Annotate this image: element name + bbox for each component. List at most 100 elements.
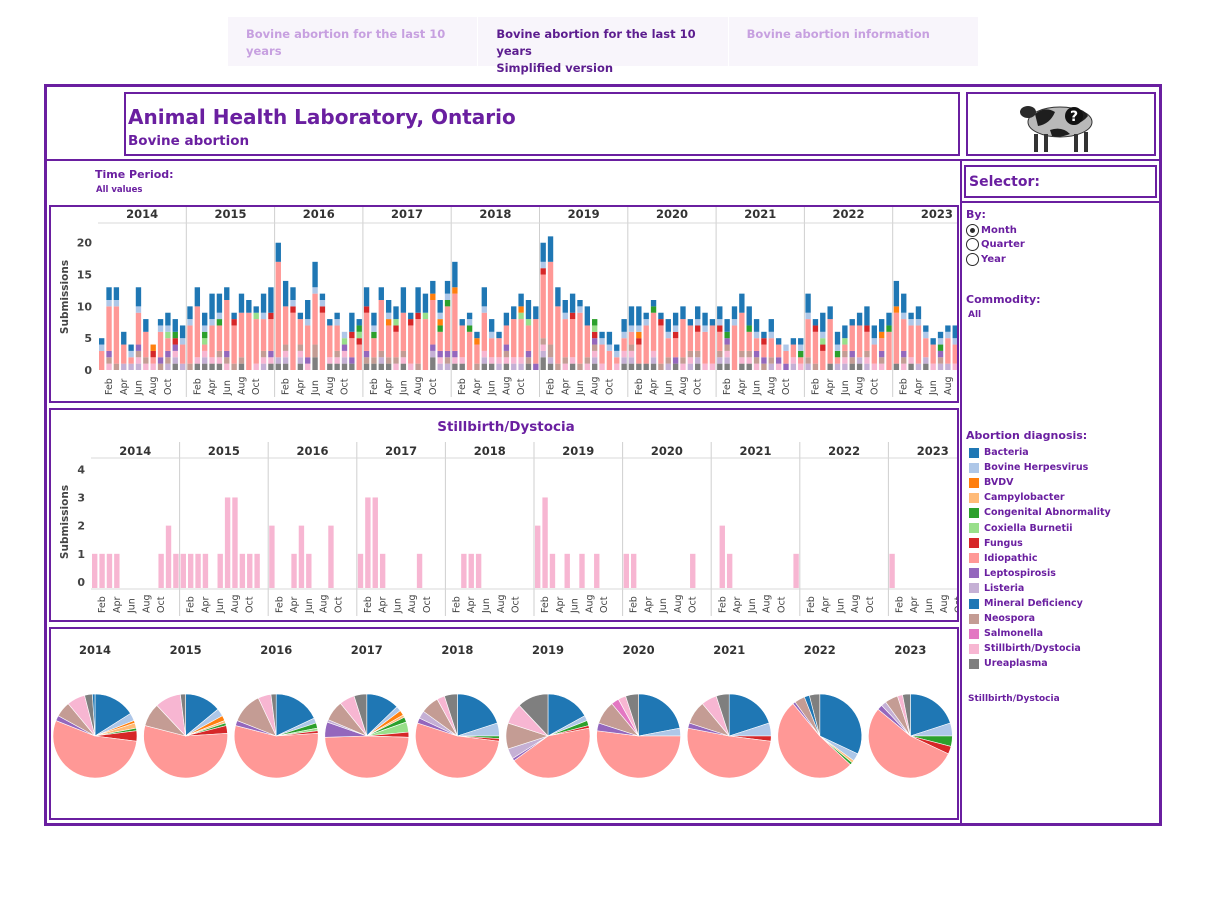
bar-segment[interactable]	[385, 312, 392, 320]
bar-segment[interactable]	[106, 350, 112, 358]
bar[interactable]	[726, 553, 733, 588]
bar-segment[interactable]	[937, 357, 944, 364]
pie-slice[interactable]	[270, 693, 277, 737]
bar-segment[interactable]	[349, 312, 355, 332]
bar-segment[interactable]	[179, 363, 186, 370]
bar-segment[interactable]	[614, 344, 620, 351]
bar-segment[interactable]	[555, 363, 561, 370]
pie-slice[interactable]	[457, 693, 498, 737]
bar-segment[interactable]	[599, 344, 605, 364]
bar-segment[interactable]	[901, 293, 907, 313]
bar-segment[interactable]	[901, 363, 907, 370]
bar-segment[interactable]	[952, 338, 957, 345]
bar-segment[interactable]	[658, 325, 664, 364]
bar-segment[interactable]	[628, 344, 635, 351]
bar-segment[interactable]	[511, 306, 517, 320]
bar-segment[interactable]	[282, 357, 289, 364]
bar-segment[interactable]	[724, 319, 730, 332]
bar-segment[interactable]	[194, 357, 201, 364]
bar[interactable]	[202, 553, 209, 588]
bar-segment[interactable]	[334, 312, 340, 320]
bar-segment[interactable]	[165, 350, 171, 358]
bar-segment[interactable]	[731, 325, 738, 370]
bar-segment[interactable]	[349, 331, 355, 339]
bar-segment[interactable]	[202, 344, 208, 351]
bar-segment[interactable]	[650, 357, 657, 364]
pie-slice[interactable]	[910, 693, 951, 737]
bar-segment[interactable]	[753, 338, 760, 351]
bar-segment[interactable]	[783, 350, 789, 364]
bar-segment[interactable]	[437, 350, 443, 358]
bar-segment[interactable]	[378, 357, 384, 364]
bar-segment[interactable]	[687, 357, 694, 364]
bar-segment[interactable]	[680, 363, 686, 370]
bar-segment[interactable]	[511, 357, 517, 364]
bar-segment[interactable]	[385, 300, 392, 313]
bar-segment[interactable]	[172, 319, 178, 332]
bar-segment[interactable]	[319, 300, 326, 307]
bar[interactable]	[114, 553, 120, 588]
bar-segment[interactable]	[761, 363, 767, 370]
bar-segment[interactable]	[783, 344, 789, 351]
bar[interactable]	[239, 553, 246, 588]
bar[interactable]	[594, 553, 600, 588]
bar-segment[interactable]	[437, 357, 443, 364]
bar-segment[interactable]	[216, 363, 223, 370]
bar-segment[interactable]	[408, 363, 414, 370]
bar-segment[interactable]	[172, 344, 178, 351]
bar-segment[interactable]	[746, 357, 752, 364]
bar-segment[interactable]	[444, 293, 451, 300]
bar-segment[interactable]	[481, 306, 487, 313]
bar-segment[interactable]	[187, 325, 193, 364]
bar-segment[interactable]	[555, 287, 561, 307]
bar-segment[interactable]	[334, 319, 340, 326]
bar-segment[interactable]	[724, 350, 730, 358]
bar-segment[interactable]	[275, 242, 281, 262]
bar-segment[interactable]	[297, 363, 304, 370]
bar-segment[interactable]	[746, 331, 752, 351]
bar-segment[interactable]	[143, 331, 149, 358]
bar-segment[interactable]	[842, 325, 848, 339]
bar-segment[interactable]	[312, 261, 318, 288]
bar-segment[interactable]	[157, 357, 164, 364]
bar-segment[interactable]	[282, 306, 289, 345]
bar-segment[interactable]	[842, 344, 848, 351]
pie-slice[interactable]	[819, 693, 863, 755]
bar-segment[interactable]	[106, 287, 112, 300]
bar-segment[interactable]	[856, 363, 863, 370]
bar-segment[interactable]	[665, 357, 671, 364]
bar-segment[interactable]	[150, 363, 156, 370]
bar-segment[interactable]	[724, 338, 730, 345]
bar-segment[interactable]	[856, 312, 863, 326]
bar-segment[interactable]	[349, 357, 355, 364]
legend-item[interactable]: Bovine Herpesvirus	[969, 460, 1088, 475]
bar-segment[interactable]	[908, 325, 914, 358]
bar-segment[interactable]	[665, 331, 671, 339]
bar-segment[interactable]	[209, 293, 215, 320]
bar-segment[interactable]	[805, 357, 811, 364]
bar-segment[interactable]	[216, 312, 223, 320]
bar-segment[interactable]	[731, 306, 738, 320]
bar[interactable]	[719, 525, 725, 588]
bar-segment[interactable]	[812, 363, 819, 370]
bar-segment[interactable]	[113, 306, 120, 364]
bar-segment[interactable]	[165, 338, 171, 351]
bar-segment[interactable]	[717, 363, 723, 370]
bar-segment[interactable]	[341, 344, 348, 351]
bar-segment[interactable]	[135, 287, 142, 307]
bar-segment[interactable]	[481, 363, 487, 370]
bar-segment[interactable]	[849, 363, 855, 370]
bar-segment[interactable]	[930, 363, 936, 370]
bar-segment[interactable]	[849, 319, 855, 326]
bar-segment[interactable]	[533, 363, 539, 370]
bar-segment[interactable]	[768, 319, 774, 332]
bar-segment[interactable]	[268, 363, 274, 370]
bar-segment[interactable]	[650, 312, 657, 351]
bar-segment[interactable]	[599, 338, 605, 345]
bar-segment[interactable]	[680, 357, 686, 364]
bar-segment[interactable]	[540, 268, 546, 275]
bar-segment[interactable]	[805, 293, 811, 313]
bar-segment[interactable]	[202, 350, 208, 358]
bar-segment[interactable]	[393, 325, 399, 332]
bar-segment[interactable]	[135, 350, 142, 358]
